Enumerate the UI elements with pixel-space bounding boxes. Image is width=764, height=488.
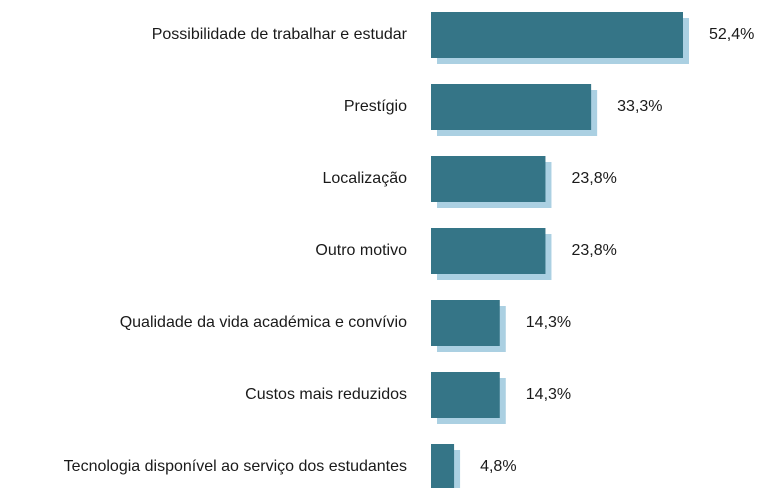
- bar: [431, 156, 546, 202]
- value-label: 23,8%: [571, 242, 616, 259]
- bar: [431, 84, 592, 130]
- value-label: 14,3%: [526, 386, 571, 403]
- category-label: Localização: [323, 170, 408, 187]
- value-label: 4,8%: [480, 458, 516, 475]
- bar: [431, 12, 683, 58]
- category-label: Prestígio: [344, 98, 407, 115]
- bar: [431, 300, 500, 346]
- category-label: Tecnologia disponível ao serviço dos est…: [64, 458, 407, 475]
- category-label: Possibilidade de trabalhar e estudar: [152, 26, 408, 43]
- value-label: 52,4%: [709, 26, 754, 43]
- value-label: 33,3%: [617, 98, 662, 115]
- bar: [431, 444, 455, 488]
- bar: [431, 228, 546, 274]
- value-label: 14,3%: [526, 314, 571, 331]
- category-label: Qualidade da vida académica e convívio: [120, 314, 407, 331]
- category-label: Custos mais reduzidos: [245, 386, 407, 403]
- category-label: Outro motivo: [315, 242, 407, 259]
- value-label: 23,8%: [571, 170, 616, 187]
- bar: [431, 372, 500, 418]
